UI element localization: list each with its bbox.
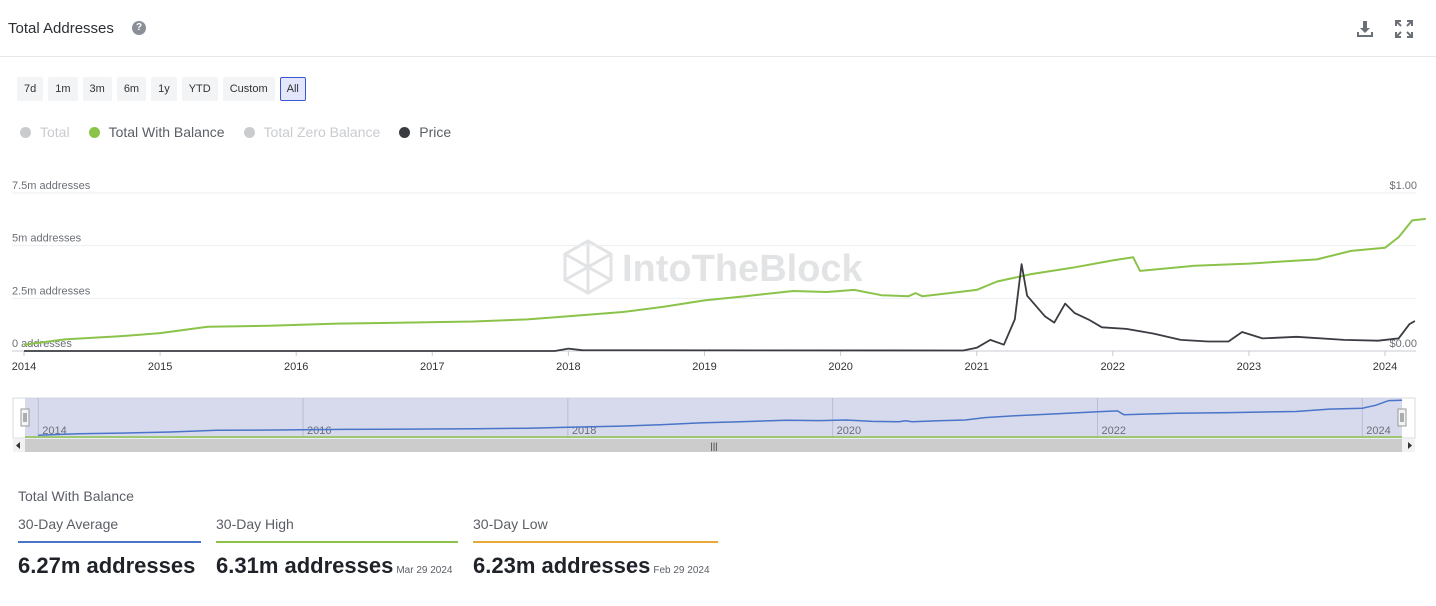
navigator[interactable]: 2014 2016 2018 2020 2022 2024: [12, 397, 1416, 439]
legend-dot: [243, 126, 255, 138]
navigator-tick-label: 2022: [1101, 425, 1125, 437]
range-1m-button[interactable]: 1m: [48, 77, 78, 101]
stat-average: 30-Day Average 6.27m addresses: [18, 516, 201, 579]
stat-label: 30-Day High: [216, 516, 294, 532]
legend-label: Total Zero Balance: [263, 124, 381, 140]
stat-value: 6.31m addresses Mar 29 2024: [216, 553, 458, 579]
watermark-logo: IntoTheBlock: [563, 239, 864, 295]
stat-date: Feb 29 2024: [653, 565, 710, 576]
x-tick-label: 2017: [420, 361, 444, 373]
range-7d-button[interactable]: 7d: [17, 77, 44, 101]
x-tick-label: 2021: [964, 361, 988, 373]
legend-item-total-with-balance[interactable]: Total With Balance: [88, 124, 225, 140]
legend-label: Total With Balance: [108, 124, 225, 140]
range-6m-button[interactable]: 6m: [116, 77, 147, 101]
legend-dot: [88, 126, 100, 138]
navigator-tick-label: 2020: [837, 425, 861, 437]
watermark-text: IntoTheBlock: [622, 248, 864, 290]
navigator-tick-label: 2018: [572, 425, 596, 437]
y-tick-label: 7.5m addresses: [12, 180, 91, 192]
stat-label: 30-Day Average: [18, 516, 119, 532]
handle-grip-icon: [23, 413, 27, 422]
navigator-tick-label: 2016: [307, 425, 331, 437]
chart-legend: Total Total With Balance Total Zero Bala…: [20, 124, 451, 140]
stats-title: Total With Balance: [18, 488, 134, 504]
scrollbar-grip-icon: |||: [710, 441, 717, 451]
series-line-total-with-balance: [23, 217, 1426, 346]
y-tick-label: 2.5m addresses: [12, 285, 91, 297]
y-tick-label: 5m addresses: [12, 233, 82, 245]
stat-underline: [216, 541, 458, 543]
legend-item-price[interactable]: Price: [399, 124, 451, 140]
navigator-line: [38, 399, 1403, 436]
y-right-tick-label: $0.00: [1389, 338, 1417, 350]
legend-label: Price: [419, 124, 452, 140]
y-axis-right: $0.00 $1.00: [1389, 180, 1417, 350]
x-tick-label: 2018: [556, 361, 580, 373]
stat-value: 6.27m addresses: [18, 553, 201, 579]
page-title: Total Addresses: [8, 20, 114, 37]
legend-dot: [399, 126, 411, 138]
navigator-right-handle[interactable]: [1397, 408, 1407, 427]
legend-item-total[interactable]: Total: [20, 124, 70, 140]
scroll-right-arrow-icon[interactable]: [1408, 442, 1412, 449]
legend-item-total-zero-balance[interactable]: Total Zero Balance: [243, 124, 381, 140]
scroll-left-arrow-icon[interactable]: [16, 442, 20, 449]
range-3m-button[interactable]: 3m: [82, 77, 112, 101]
range-all-button[interactable]: All: [279, 77, 306, 101]
stat-value-text: 6.31m addresses: [216, 553, 394, 578]
stat-label: 30-Day Low: [473, 516, 548, 532]
series-line-price: [24, 263, 1416, 352]
range-1y-button[interactable]: 1y: [151, 77, 177, 101]
x-tick-label: 2015: [148, 361, 172, 373]
download-icon[interactable]: [1355, 19, 1375, 39]
navigator-window[interactable]: [25, 398, 1402, 438]
range-custom-button[interactable]: Custom: [222, 77, 275, 101]
stat-date: Mar 29 2024: [396, 565, 453, 576]
series-layer: [23, 217, 1426, 352]
scrollbar-thumb[interactable]: [25, 439, 1402, 452]
handle-grip-icon: [1400, 413, 1404, 422]
fullscreen-icon[interactable]: [1394, 19, 1414, 39]
legend-dot: [20, 126, 31, 138]
x-tick-label: 2020: [828, 361, 852, 373]
x-tick-label: 2024: [1373, 361, 1397, 373]
navigator-left-handle[interactable]: [20, 408, 30, 427]
x-tick-label: 2023: [1237, 361, 1261, 373]
y-right-tick-label: $1.00: [1389, 180, 1417, 192]
chart-header: Total Addresses ?: [0, 0, 1436, 57]
range-ytd-button[interactable]: YTD: [181, 77, 218, 101]
x-tick-label: 2019: [692, 361, 716, 373]
stat-value: 6.23m addresses Feb 29 2024: [473, 553, 718, 579]
help-icon[interactable]: ?: [132, 21, 146, 35]
range-selector: 7d 1m 3m 6m 1y YTD Custom All: [17, 77, 306, 101]
x-axis: 2014 2015 2016 2017 2018 2019 2020 2021 2022 2023…: [12, 351, 1397, 373]
stat-underline: [18, 541, 201, 543]
x-tick-label: 2022: [1101, 361, 1125, 373]
scrollbar[interactable]: |||: [13, 439, 1415, 452]
stat-value-text: 6.23m addresses: [473, 553, 651, 578]
stat-value-text: 6.27m addresses: [18, 553, 196, 578]
stat-low: 30-Day Low 6.23m addresses Feb 29 2024: [473, 516, 718, 579]
navigator-series: [25, 399, 1403, 438]
stat-underline: [473, 541, 718, 543]
x-tick-label: 2014: [12, 361, 36, 373]
navigator-grid: 2014 2016 2018 2020 2022 2024: [37, 398, 1391, 438]
navigator-tick-label: 2024: [1366, 425, 1390, 437]
stat-high: 30-Day High 6.31m addresses Mar 29 2024: [216, 516, 458, 579]
x-tick-label: 2016: [284, 361, 308, 373]
legend-label: Total: [40, 124, 70, 140]
